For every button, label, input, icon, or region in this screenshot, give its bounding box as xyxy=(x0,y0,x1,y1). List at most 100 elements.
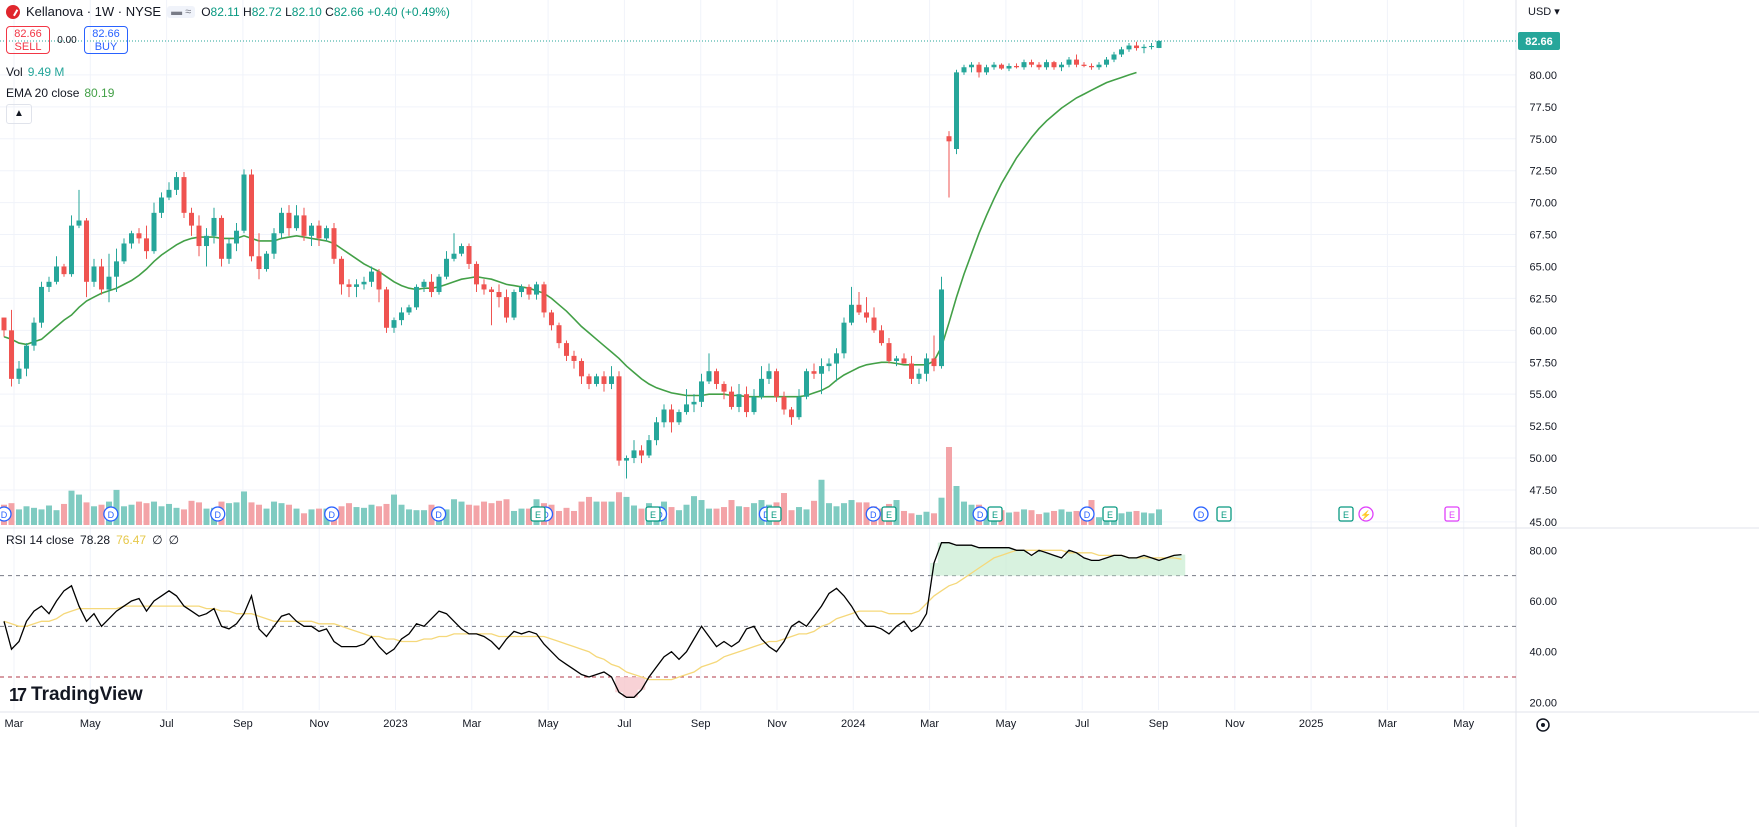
candle-body xyxy=(9,330,14,379)
candle-body xyxy=(39,286,44,323)
volume-legend[interactable]: Vol 9.49 M xyxy=(6,65,65,79)
volume-bar xyxy=(308,509,315,525)
volume-bar xyxy=(781,493,787,525)
candle-body xyxy=(46,281,52,287)
candle-body xyxy=(1126,45,1132,50)
candle-body xyxy=(1081,64,1087,66)
volume-bar xyxy=(473,505,480,525)
candle-body xyxy=(624,458,629,461)
volume-bar xyxy=(1051,510,1057,525)
candle-body xyxy=(1096,64,1102,68)
volume-bar xyxy=(368,504,375,525)
volume-bar xyxy=(143,503,150,525)
volume-bar xyxy=(518,508,525,525)
candle-body xyxy=(1,317,7,331)
volume-bar xyxy=(503,499,510,525)
candle-body xyxy=(691,401,697,405)
volume-bar xyxy=(908,513,915,525)
volume-bar xyxy=(721,507,727,525)
dividend-marker-label: D xyxy=(435,510,442,520)
volume-bar xyxy=(443,509,450,525)
volume-bar xyxy=(271,501,277,525)
volume-bar xyxy=(616,492,622,525)
candle-body xyxy=(1051,62,1057,68)
volume-bar xyxy=(706,508,712,525)
dividend-marker-icon xyxy=(210,506,226,522)
currency-select[interactable]: USD ▾ xyxy=(1528,6,1560,18)
candle-body xyxy=(346,284,352,287)
price-axis-label: 72.50 xyxy=(1529,166,1557,178)
candle-body xyxy=(991,64,997,68)
candle-body xyxy=(474,263,479,285)
volume-bar xyxy=(1073,510,1080,525)
last-price-label: 82.66 xyxy=(1525,36,1553,48)
volume-bar xyxy=(91,506,97,525)
sell-button[interactable]: 82.66 SELL xyxy=(6,26,50,54)
earnings-marker-label: E xyxy=(1221,510,1227,520)
candle-body xyxy=(234,230,239,244)
candle-body xyxy=(429,281,434,293)
candle-body xyxy=(316,225,322,239)
candle-body xyxy=(586,376,592,384)
earnings-marker-label: E xyxy=(535,510,541,520)
volume-bar xyxy=(188,500,195,525)
candle-body xyxy=(76,220,82,226)
candle-body xyxy=(976,64,982,73)
collapse-indicators-button[interactable]: ▲ xyxy=(6,104,32,124)
dividend-marker-label: D xyxy=(542,510,549,520)
symbol-legend[interactable]: Kellanova · 1W · NYSE ▬ ≈ O82.11 H82.72 … xyxy=(6,4,450,19)
candle-body xyxy=(1044,62,1049,68)
volume-bar xyxy=(203,508,210,525)
candle-body xyxy=(31,322,37,346)
dividend-marker-label: D xyxy=(870,510,877,520)
candle-body xyxy=(121,243,127,262)
time-axis-label: Mar xyxy=(462,718,481,730)
price-axis-label: 50.00 xyxy=(1529,453,1557,465)
ema-legend[interactable]: EMA 20 close 80.19 xyxy=(6,86,115,100)
volume-bar xyxy=(1013,511,1020,525)
candle-body xyxy=(196,225,202,247)
earnings-marker-label: E xyxy=(771,510,777,520)
candle-body xyxy=(204,235,209,247)
volume-bar xyxy=(241,491,247,525)
volume-bar xyxy=(353,507,360,525)
volume-bar xyxy=(316,508,322,525)
candle-body xyxy=(399,312,404,321)
time-axis-label: Jul xyxy=(617,718,631,730)
volume-bar xyxy=(31,507,37,525)
candle-body xyxy=(684,404,689,413)
volume-bar xyxy=(451,499,457,525)
candle-body xyxy=(954,72,959,149)
volume-bar xyxy=(968,504,975,525)
volume-bar xyxy=(76,494,82,525)
price-axis-label: 75.00 xyxy=(1529,134,1557,146)
volume-bar xyxy=(458,501,465,525)
candle-body xyxy=(661,409,667,423)
candle-body xyxy=(54,266,59,282)
candle-body xyxy=(819,366,824,374)
candle-body xyxy=(1134,45,1139,49)
price-change: +0.40 (+0.49%) xyxy=(367,4,450,19)
price-axis-label: 80.00 xyxy=(1529,70,1557,82)
candle-body xyxy=(84,220,89,282)
candle-body xyxy=(1029,62,1034,65)
volume-bar xyxy=(293,508,300,525)
candle-body xyxy=(256,256,262,270)
volume-bar xyxy=(668,507,675,525)
volume-bar xyxy=(623,496,630,525)
ohlc-values: O82.11 H82.72 L82.10 C82.66 +0.40 (+0.49… xyxy=(201,4,450,19)
candle-body xyxy=(219,217,224,259)
legend-toggle-icon[interactable]: ▬ ≈ xyxy=(167,5,196,18)
rsi-legend[interactable]: RSI 14 close 78.28 76.47 ∅ ∅ xyxy=(6,533,180,547)
candle-body xyxy=(856,304,862,313)
symbol-title[interactable]: Kellanova · 1W · NYSE xyxy=(26,4,162,19)
trade-panel: 82.66 SELL 0.00 82.66 BUY xyxy=(6,26,128,54)
volume-bar xyxy=(796,507,802,525)
candle-body xyxy=(721,383,727,392)
buy-button[interactable]: 82.66 BUY xyxy=(84,26,128,54)
candle-body xyxy=(114,261,119,277)
volume-bar xyxy=(256,504,262,525)
volume-bar xyxy=(158,506,165,525)
candle-body xyxy=(676,412,682,423)
